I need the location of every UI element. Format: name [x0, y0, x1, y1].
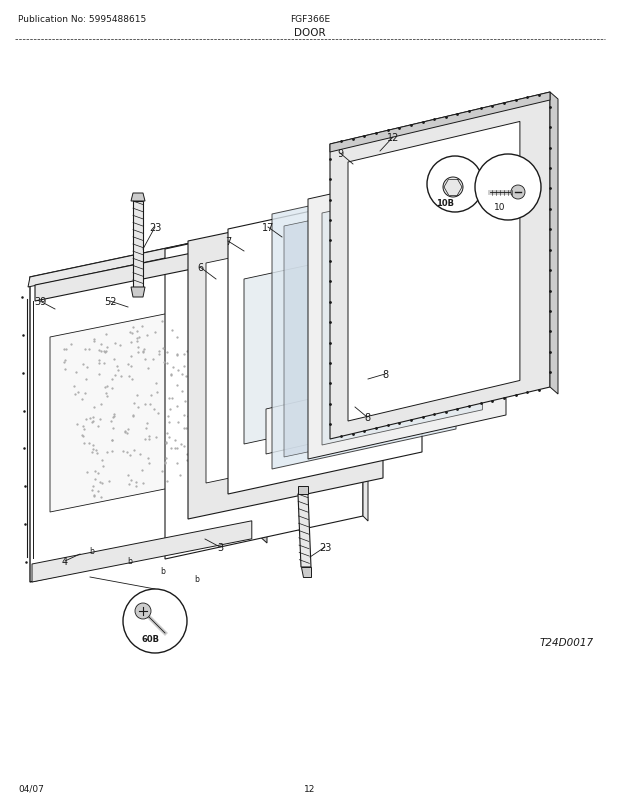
Circle shape [443, 178, 463, 198]
Polygon shape [348, 122, 520, 422]
Polygon shape [244, 247, 396, 444]
Polygon shape [284, 195, 435, 457]
Text: 8: 8 [382, 370, 388, 379]
Polygon shape [308, 156, 506, 460]
Polygon shape [131, 288, 145, 298]
Polygon shape [257, 229, 267, 543]
Text: 3: 3 [217, 542, 223, 553]
Polygon shape [550, 93, 558, 395]
Polygon shape [301, 567, 311, 577]
Text: T24D0017: T24D0017 [540, 638, 594, 647]
Text: 8: 8 [364, 412, 370, 423]
Text: 6: 6 [197, 263, 203, 273]
Polygon shape [322, 179, 482, 445]
Text: b: b [161, 567, 166, 576]
Text: 52: 52 [104, 297, 117, 306]
Text: 9: 9 [337, 149, 343, 159]
Polygon shape [266, 393, 339, 455]
Text: 17: 17 [262, 223, 274, 233]
Polygon shape [206, 233, 354, 484]
Text: eReplacementParts.com: eReplacementParts.com [200, 424, 319, 435]
Circle shape [475, 155, 541, 221]
Text: 7: 7 [225, 237, 231, 247]
Text: b: b [195, 575, 200, 584]
Polygon shape [330, 93, 550, 439]
Polygon shape [228, 188, 422, 494]
Circle shape [135, 603, 151, 619]
Text: 10B: 10B [436, 198, 454, 207]
Text: 23: 23 [149, 223, 161, 233]
Polygon shape [298, 486, 308, 494]
Text: 60B: 60B [141, 634, 159, 644]
Text: b: b [89, 547, 94, 556]
Text: 12: 12 [304, 784, 316, 793]
Polygon shape [330, 93, 550, 153]
Text: 4: 4 [62, 557, 68, 566]
Text: FGF366E: FGF366E [290, 15, 330, 24]
Circle shape [511, 186, 525, 200]
Polygon shape [50, 303, 223, 512]
Text: 04/07: 04/07 [18, 784, 44, 793]
Polygon shape [272, 175, 456, 469]
Text: 12: 12 [387, 133, 399, 143]
Circle shape [427, 157, 483, 213]
Text: Publication No: 5995488615: Publication No: 5995488615 [18, 15, 146, 24]
Polygon shape [298, 494, 311, 567]
Polygon shape [363, 207, 368, 521]
Polygon shape [28, 229, 257, 288]
Text: DOOR: DOOR [294, 28, 326, 38]
Text: 23: 23 [319, 542, 331, 553]
Polygon shape [32, 521, 252, 582]
Text: 39: 39 [34, 297, 46, 306]
Polygon shape [165, 207, 363, 559]
Polygon shape [35, 242, 247, 302]
Text: b: b [128, 557, 133, 565]
Polygon shape [131, 194, 145, 202]
Text: 10: 10 [494, 202, 506, 211]
Circle shape [123, 589, 187, 653]
Polygon shape [188, 200, 383, 520]
Polygon shape [30, 229, 257, 582]
Polygon shape [133, 202, 143, 288]
